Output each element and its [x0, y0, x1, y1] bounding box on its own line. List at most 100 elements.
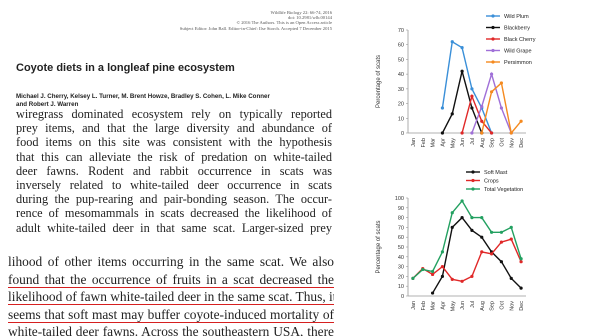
x-tick-label: Nov: [509, 301, 515, 311]
data-point: [519, 257, 522, 260]
text-line: deer fawns. Rodent and rabbit occurrence…: [16, 164, 332, 178]
text-line: found that the occurrence of fruits in a…: [8, 271, 334, 288]
x-tick-label: Jun: [460, 301, 466, 310]
data-point: [441, 250, 444, 253]
text-line: that this can alleviate the risk of pred…: [16, 150, 332, 164]
data-point: [411, 277, 414, 280]
data-point: [500, 81, 503, 84]
highlighted-text: adult white-tailed deer in that same sca…: [16, 221, 332, 235]
data-point: [460, 131, 463, 134]
x-tick-label: Mar: [431, 138, 437, 148]
highlighted-text: Rodent and rabbit occurrence in scats wa…: [88, 164, 332, 178]
legend-label: Soft Mast: [484, 170, 508, 176]
data-point: [431, 273, 434, 276]
data-point: [470, 229, 473, 232]
x-tick-label: Apr: [440, 138, 446, 147]
text: deer fawns.: [16, 164, 88, 178]
data-point: [510, 226, 513, 229]
data-point: [490, 131, 493, 134]
text: that this can alleviate the risk of pred…: [16, 150, 332, 164]
highlighted-text: during the pup-rearing and pair-bonding …: [16, 192, 332, 206]
legend-label: Crops: [484, 179, 499, 185]
legend-marker: [491, 26, 494, 29]
legend-marker: [471, 179, 474, 182]
data-point: [470, 275, 473, 278]
data-point: [510, 131, 513, 134]
x-tick-label: Jun: [460, 138, 466, 147]
x-tick-label: Jul: [470, 138, 476, 145]
x-tick-label: Feb: [421, 301, 427, 310]
y-tick-label: 70: [398, 225, 404, 231]
data-point: [480, 250, 483, 253]
y-tick-label: 80: [398, 216, 404, 222]
data-point: [451, 278, 454, 281]
data-point: [519, 287, 522, 290]
data-point: [490, 252, 493, 255]
data-point: [510, 277, 513, 280]
text-line: white-tailed deer fawns. Across the sout…: [8, 323, 334, 336]
x-tick-label: Sep: [490, 301, 496, 311]
y-axis-label: Percentage of scats: [376, 55, 382, 108]
data-point: [451, 40, 454, 43]
x-tick-label: Nov: [509, 138, 515, 148]
text-line: inversely related to white-tailed deer o…: [16, 178, 332, 192]
data-point: [480, 120, 483, 123]
x-tick-label: Dec: [519, 301, 525, 311]
data-point: [451, 112, 454, 115]
y-tick-label: 10: [398, 284, 404, 290]
highlighted-text: white-tailed deer fawns.: [8, 324, 138, 336]
text-line: rence of mesomammals in scats decreased …: [16, 206, 332, 220]
text-line: prey items, and that the large diversity…: [16, 121, 332, 135]
y-tick-label: 50: [398, 57, 404, 63]
legend-label: Blackberry: [504, 26, 530, 32]
chart: 0102030405060708090100JanFebMarAprMayJun…: [368, 166, 594, 336]
x-tick-label: May: [450, 301, 456, 312]
x-tick-label: Oct: [499, 301, 505, 310]
x-tick-label: Apr: [440, 301, 446, 310]
legend-marker: [491, 49, 494, 52]
y-tick-label: 10: [398, 116, 404, 122]
legend-label: Total Vegetation: [484, 187, 523, 193]
text: food items on this site was consistent w…: [16, 135, 332, 149]
x-tick-label: Dec: [519, 138, 525, 148]
text: lihood of other items occurring in the s…: [8, 254, 334, 269]
text-line: adult white-tailed deer in that same sca…: [16, 221, 332, 235]
y-tick-label: 40: [398, 72, 404, 78]
legend-label: Persimmon: [504, 60, 532, 66]
legend-marker: [491, 37, 494, 40]
data-point: [500, 106, 503, 109]
data-point: [470, 95, 473, 98]
data-point: [490, 73, 493, 76]
text: wiregrass dominated ecosystem rely on ty…: [16, 107, 332, 121]
data-point: [480, 216, 483, 219]
data-point: [460, 46, 463, 49]
x-tick-label: Feb: [421, 138, 427, 147]
y-tick-label: 70: [398, 28, 404, 34]
data-point: [421, 268, 424, 271]
data-point: [441, 106, 444, 109]
data-point: [519, 120, 522, 123]
data-point: [441, 275, 444, 278]
header-line: Subject Editor: John Ball. Editor-in-Chi…: [100, 26, 332, 31]
text-line: wiregrass dominated ecosystem rely on ty…: [16, 107, 332, 121]
y-tick-label: 60: [398, 43, 404, 49]
y-tick-label: 0: [401, 294, 404, 300]
data-point: [490, 231, 493, 234]
legend-label: Black Cherry: [504, 37, 536, 43]
data-point: [470, 131, 473, 134]
y-tick-label: 50: [398, 245, 404, 251]
data-point: [500, 231, 503, 234]
text-line: food items on this site was consistent w…: [16, 135, 332, 149]
data-point: [451, 226, 454, 229]
chart: 010203040506070JanFebMarAprMayJunJulAugS…: [368, 2, 594, 166]
data-point: [470, 216, 473, 219]
data-point: [460, 280, 463, 283]
data-point: [460, 199, 463, 202]
data-point: [519, 260, 522, 263]
x-tick-label: Mar: [431, 301, 437, 311]
data-point: [470, 106, 473, 109]
y-tick-label: 60: [398, 235, 404, 241]
data-point: [460, 216, 463, 219]
legend-marker: [491, 60, 494, 63]
x-tick-label: Jan: [411, 138, 417, 147]
